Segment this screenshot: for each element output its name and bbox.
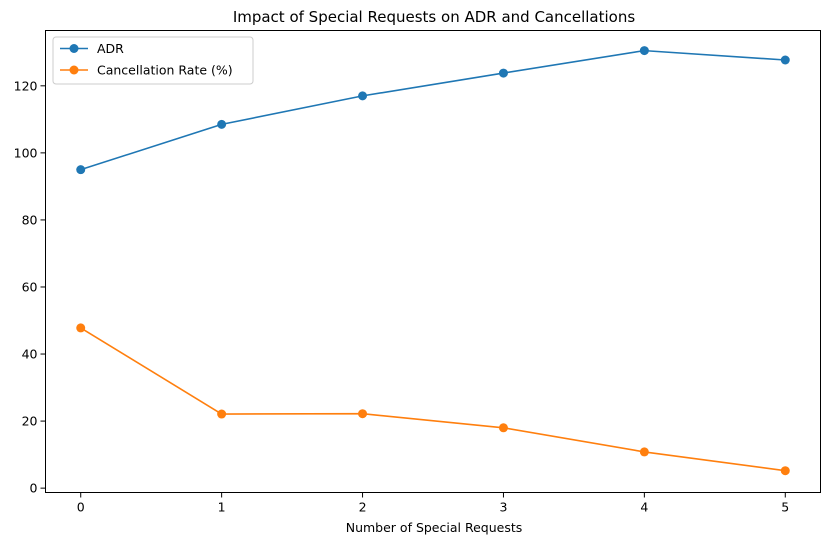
- x-axis: 0 1 2 3 4 5: [77, 492, 789, 515]
- data-point-cancellation-rate: [76, 323, 86, 333]
- legend: ADR Cancellation Rate (%): [52, 36, 254, 85]
- x-tick-label: 4: [640, 500, 648, 515]
- plot-frame: [45, 30, 821, 493]
- y-tick-label: 80: [22, 212, 38, 227]
- data-point-cancellation-rate: [358, 409, 368, 419]
- y-tick-label: 0: [30, 481, 38, 496]
- data-point-cancellation-rate: [639, 447, 649, 457]
- series-line-cancellation-rate: [80, 327, 786, 472]
- legend-frame: [52, 36, 254, 85]
- data-point-adr: [498, 68, 508, 78]
- y-tick-label: 40: [22, 347, 38, 362]
- y-tick-label: 20: [22, 414, 38, 429]
- legend-marker-adr: [69, 44, 79, 53]
- x-tick-label: 1: [218, 500, 226, 515]
- x-tick-label: 2: [359, 500, 367, 515]
- y-tick-label: 60: [22, 279, 38, 294]
- legend-marker-cancellation-rate: [69, 65, 79, 75]
- plot-area: [45, 30, 821, 493]
- data-point-adr: [217, 119, 227, 129]
- y-tick-label: 100: [14, 145, 38, 160]
- series-group: [76, 46, 790, 476]
- data-point-adr: [780, 55, 790, 65]
- legend-label-cancellation-rate: Cancellation Rate (%): [97, 63, 233, 78]
- y-tick-label: 120: [14, 78, 38, 93]
- series-line-adr: [80, 49, 786, 171]
- y-axis: 0 20 40 60 80 100 120: [14, 78, 46, 496]
- x-tick-label: 3: [499, 500, 507, 515]
- legend-label-adr: ADR: [97, 41, 124, 56]
- data-point-adr: [76, 165, 86, 175]
- data-point-cancellation-rate: [217, 409, 227, 419]
- chart-title: Impact of Special Requests on ADR and Ca…: [233, 8, 636, 26]
- data-point-adr: [639, 46, 649, 56]
- x-tick-label: 5: [781, 500, 789, 515]
- data-point-cancellation-rate: [498, 423, 508, 433]
- data-point-cancellation-rate: [780, 466, 790, 476]
- x-axis-label: Number of Special Requests: [346, 520, 523, 535]
- x-tick-label: 0: [77, 500, 85, 515]
- data-point-adr: [358, 91, 368, 101]
